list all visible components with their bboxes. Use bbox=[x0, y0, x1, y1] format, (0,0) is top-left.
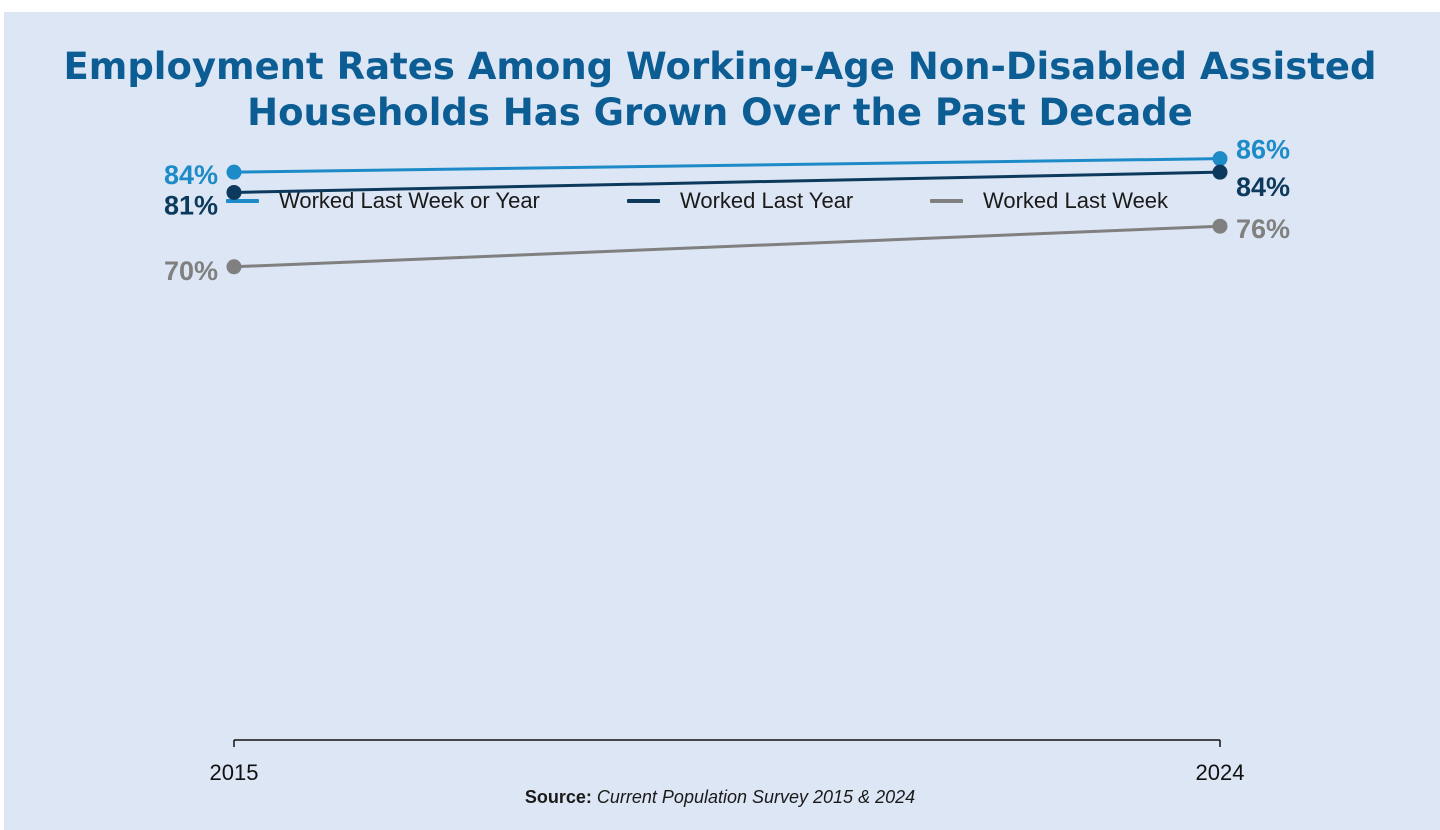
chart-title: Employment Rates Among Working-Age Non-D… bbox=[63, 45, 1377, 134]
data-label: 81% bbox=[164, 190, 218, 220]
legend-label: Worked Last Week or Year bbox=[279, 188, 540, 213]
data-label: 70% bbox=[164, 256, 218, 286]
x-tick-label: 2024 bbox=[1196, 760, 1245, 785]
legend-label: Worked Last Week bbox=[983, 188, 1169, 213]
source-text: Current Population Survey 2015 & 2024 bbox=[596, 787, 916, 807]
series-line bbox=[233, 224, 1221, 269]
data-label: 84% bbox=[164, 160, 218, 190]
data-point bbox=[1212, 164, 1228, 180]
data-point bbox=[226, 184, 242, 200]
legend-swatch bbox=[226, 199, 259, 203]
data-point bbox=[226, 259, 242, 275]
legend-label: Worked Last Year bbox=[680, 188, 854, 213]
legend-item-worked-last-week: Worked Last Week bbox=[930, 186, 1168, 216]
data-point bbox=[226, 164, 242, 180]
legend-item-worked-last-week-or-year: Worked Last Week or Year bbox=[226, 186, 540, 216]
legend-item-worked-last-year: Worked Last Year bbox=[627, 186, 853, 216]
source-note: Source: Current Population Survey 2015 &… bbox=[0, 787, 1440, 808]
source-label: Source: bbox=[524, 787, 592, 807]
data-label: 84% bbox=[1236, 172, 1290, 202]
data-point bbox=[1212, 218, 1228, 234]
x-tick-label: 2015 bbox=[210, 760, 259, 785]
data-label: 86% bbox=[1236, 135, 1290, 165]
legend-swatch bbox=[627, 199, 660, 203]
legend: Worked Last Week or Year Worked Last Yea… bbox=[0, 186, 1440, 216]
series-line bbox=[233, 157, 1221, 174]
chart-panel bbox=[4, 12, 1440, 830]
series-line bbox=[233, 170, 1221, 194]
data-point bbox=[1212, 151, 1228, 167]
data-label: 76% bbox=[1236, 214, 1290, 244]
legend-swatch bbox=[930, 199, 963, 203]
